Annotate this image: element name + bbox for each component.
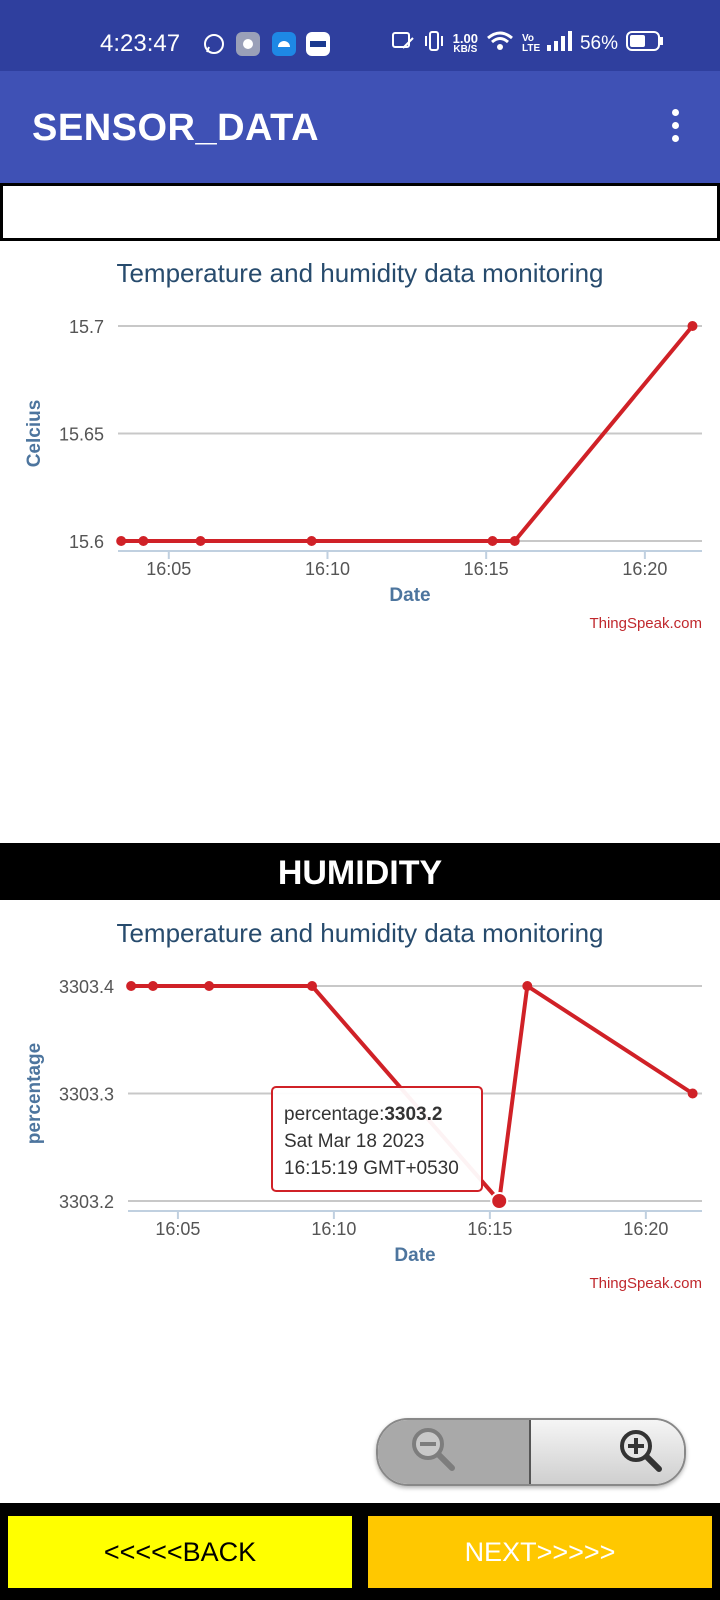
bottom-nav-bar: <<<<<BACK NEXT>>>>>	[0, 1503, 720, 1600]
zoom-in-icon	[612, 1424, 664, 1481]
data-point	[687, 321, 698, 331]
data-point	[307, 981, 318, 991]
x-tick-label: 16:05	[146, 559, 191, 579]
settings-app-icon	[236, 32, 260, 56]
humidity-banner: HUMIDITY	[0, 843, 720, 900]
y-tick-label: 15.65	[59, 425, 104, 445]
data-point	[126, 981, 137, 991]
status-right-group: 1.00 KB/S Vo LTE 56%	[391, 30, 664, 58]
y-tick-label: 15.6	[69, 532, 104, 552]
y-axis-label: Celcius	[24, 400, 45, 468]
credit-link: ThingSpeak.com	[589, 1275, 702, 1292]
x-tick-label: 16:20	[622, 559, 667, 579]
data-point	[687, 1088, 698, 1099]
battery-icon	[626, 31, 664, 57]
no-sim-icon	[391, 30, 415, 58]
x-tick-label: 16:15	[464, 559, 509, 579]
tooltip-value: 3303.2	[384, 1104, 442, 1125]
volte-icon: Vo LTE	[521, 33, 541, 54]
chart-title: Temperature and humidity data monitoring	[116, 918, 603, 948]
tooltip-date: Sat Mar 18 2023	[284, 1131, 424, 1152]
whatsapp-icon	[202, 32, 226, 56]
top-input-box	[0, 183, 720, 241]
app-bar: SENSOR_DATA	[0, 71, 720, 183]
battery-percent: 56%	[579, 33, 618, 54]
data-point	[490, 1192, 509, 1210]
vibrate-icon	[423, 30, 445, 58]
zoom-controls	[376, 1418, 686, 1486]
x-axis-label: Date	[389, 585, 430, 606]
paytm-icon	[306, 32, 330, 56]
y-tick-label: 3303.2	[59, 1192, 114, 1212]
data-point	[116, 536, 127, 546]
net-speed: 1.00 KB/S	[452, 31, 478, 55]
x-tick-label: 16:10	[311, 1219, 356, 1239]
zoom-out-icon	[408, 1424, 460, 1481]
status-bar: 4:23:47 1.00 KB/S Vo LTE 56%	[0, 0, 720, 71]
x-tick-label: 16:10	[305, 559, 350, 579]
temperature-chart: Temperature and humidity data monitoring…	[24, 258, 702, 632]
data-point	[306, 536, 317, 546]
y-axis-label: percentage	[24, 1043, 45, 1144]
net-speed-unit: KB/S	[453, 44, 478, 55]
next-button[interactable]: NEXT>>>>>	[368, 1516, 712, 1588]
tooltip-label: percentage:	[284, 1104, 384, 1125]
data-point	[204, 981, 215, 991]
overflow-menu-icon[interactable]	[670, 109, 680, 145]
data-point	[509, 536, 520, 546]
data-point	[138, 536, 149, 546]
tooltip-time: 16:15:19 GMT+0530	[284, 1158, 459, 1179]
chart-title: Temperature and humidity data monitoring	[116, 258, 603, 288]
net-speed-value: 1.00	[452, 31, 478, 46]
y-tick-label: 15.7	[69, 317, 104, 337]
tooltip-box	[271, 1086, 483, 1192]
data-point	[195, 536, 206, 546]
back-button[interactable]: <<<<<BACK	[8, 1516, 352, 1588]
status-time: 4:23:47	[100, 30, 181, 57]
x-tick-label: 16:05	[155, 1219, 200, 1239]
humidity-chart: Temperature and humidity data monitoring…	[24, 918, 702, 1292]
tooltip-line-value: percentage:3303.2	[284, 1104, 442, 1125]
y-tick-label: 3303.4	[59, 977, 114, 997]
app-title: SENSOR_DATA	[32, 107, 320, 149]
zoom-in-button[interactable]	[531, 1420, 684, 1484]
x-tick-label: 16:20	[623, 1219, 668, 1239]
x-axis-label: Date	[394, 1245, 435, 1266]
data-point	[522, 981, 533, 991]
signal-icon	[546, 31, 572, 57]
zoom-out-button[interactable]	[378, 1420, 531, 1484]
data-point	[147, 981, 158, 991]
x-tick-label: 16:15	[467, 1219, 512, 1239]
data-point	[487, 536, 498, 546]
y-tick-label: 3303.3	[59, 1085, 114, 1105]
credit-link: ThingSpeak.com	[589, 615, 702, 632]
android-app-icon	[272, 32, 296, 56]
wifi-icon	[486, 30, 514, 58]
